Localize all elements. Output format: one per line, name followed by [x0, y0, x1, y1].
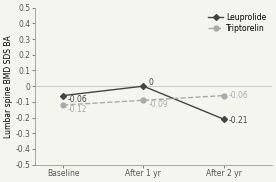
- Text: -0.09: -0.09: [148, 100, 168, 109]
- Text: -0.12: -0.12: [68, 105, 87, 114]
- Text: -0.06: -0.06: [229, 91, 248, 100]
- Y-axis label: Lumbar spine BMD SDS BA: Lumbar spine BMD SDS BA: [4, 35, 13, 138]
- Text: -0.06: -0.06: [68, 95, 88, 104]
- Text: 0: 0: [148, 78, 153, 87]
- Legend: Leuprolide, Triptorelin: Leuprolide, Triptorelin: [206, 11, 268, 34]
- Text: -0.21: -0.21: [229, 116, 248, 125]
